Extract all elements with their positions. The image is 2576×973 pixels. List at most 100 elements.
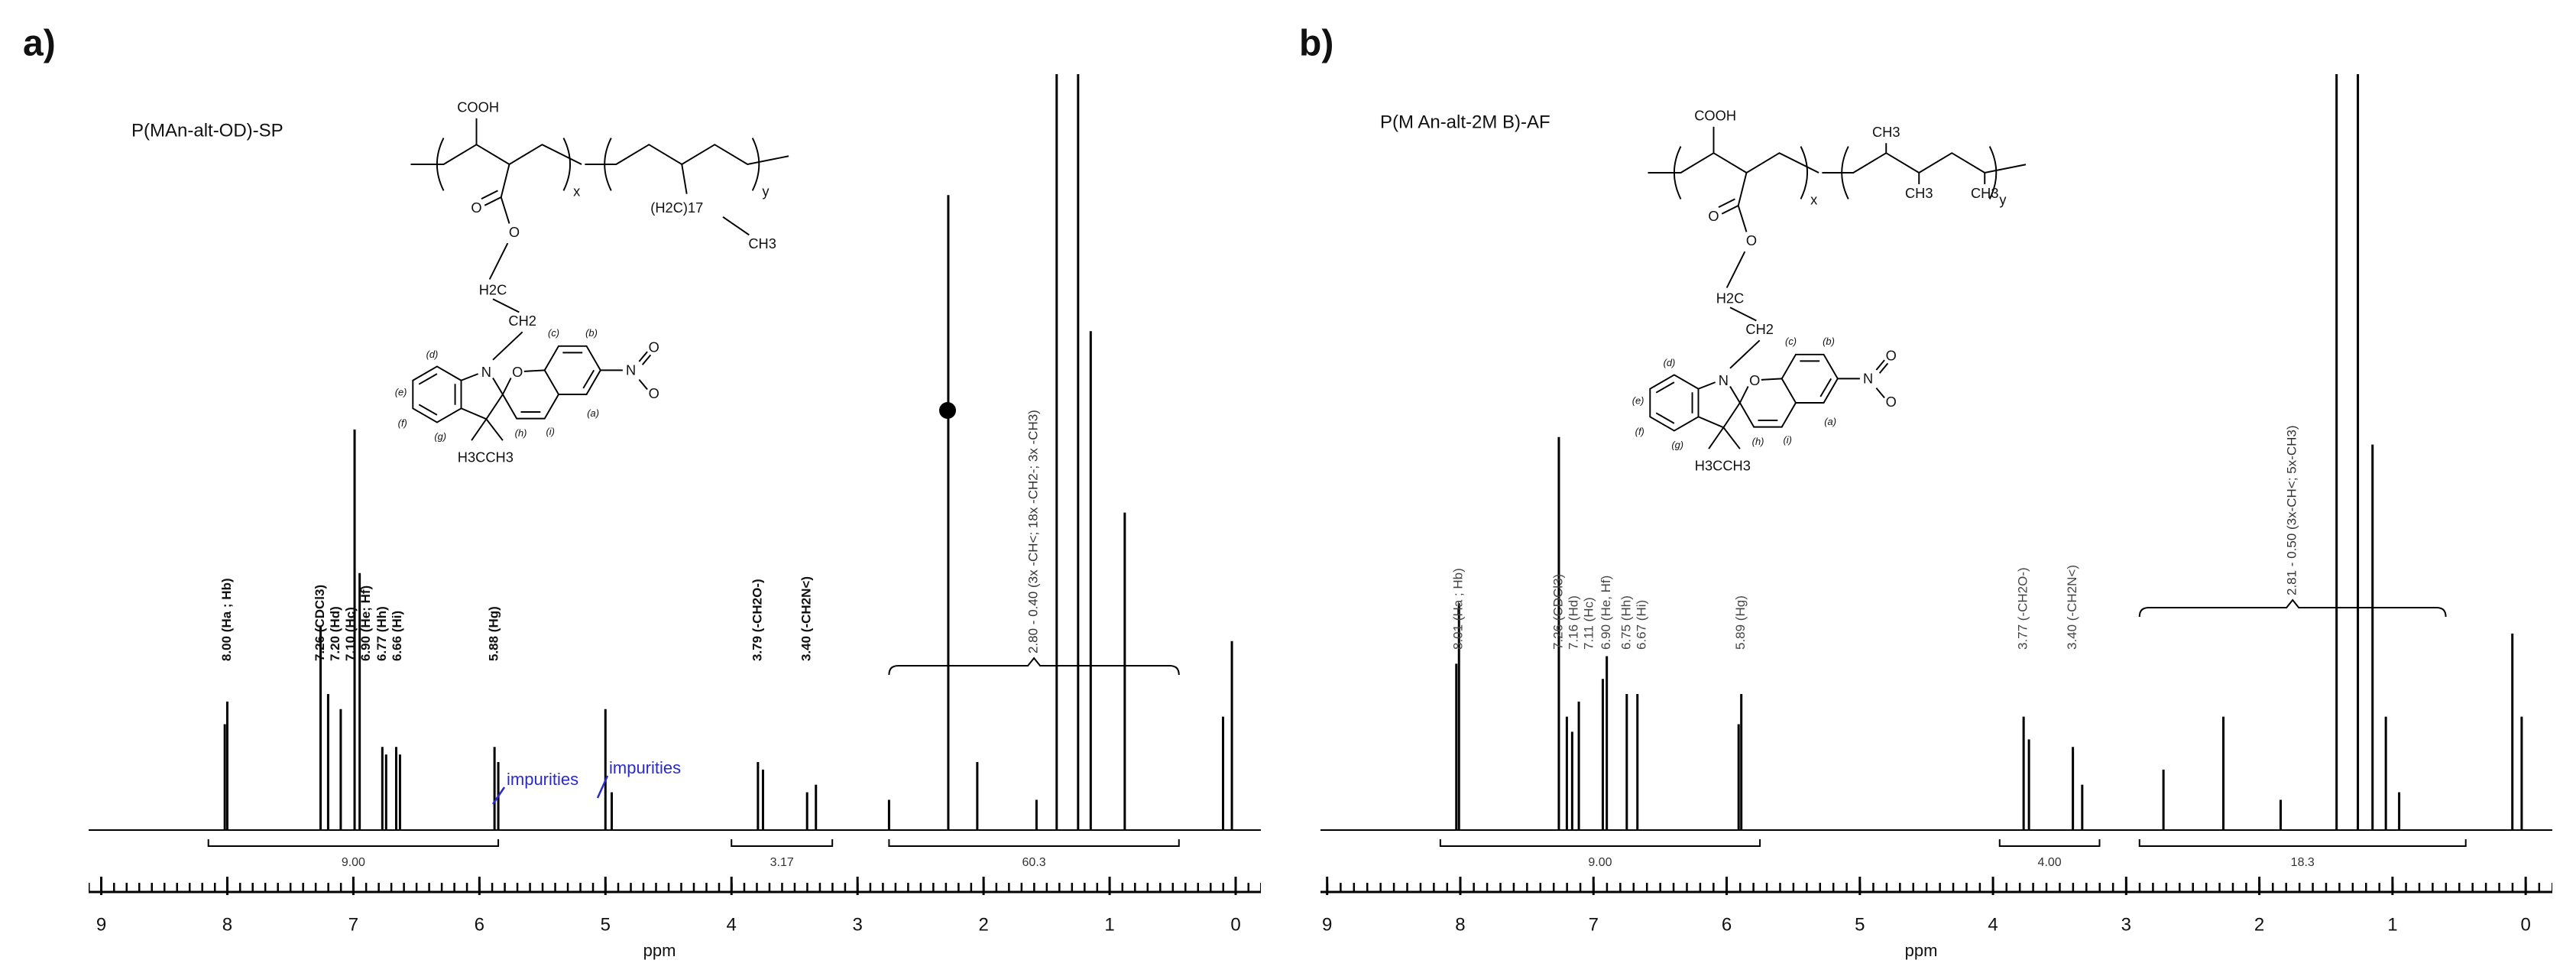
region-bracket: [888, 657, 1180, 676]
x-tick-label: 1: [1104, 914, 1114, 935]
spectrum-panel: a) P(MAn-alt-OD)-SP 9 8 7 6 5 4 3 2 1 0 ppm 8.00 (Ha …: [23, 24, 1261, 960]
peak-label: 5.89 (Hg): [1733, 595, 1748, 650]
structure-label: CH3: [748, 235, 776, 251]
integral-bracket: [207, 839, 500, 847]
structure-label: (f): [1635, 426, 1644, 437]
structure-label: y: [762, 183, 770, 199]
x-tick-label: 3: [2121, 914, 2131, 935]
x-tick-label: 4: [1988, 914, 1998, 935]
x-axis-label: ppm: [643, 941, 676, 960]
integral-label: 3.17: [770, 856, 794, 869]
x-tick-label: 8: [222, 914, 232, 935]
structure-label: (H2C)17: [650, 199, 703, 216]
peak-label: 5.88 (Hg): [487, 606, 501, 661]
x-tick-label: 5: [1855, 914, 1865, 935]
spectrum-panel: b) P(M An-alt-2M B)-AF 9 8 7 6 5 4 3 2 1 0 ppm 8.01 (…: [1299, 24, 2552, 960]
x-tick-label: 4: [727, 914, 737, 935]
structure-label: H3C: [1695, 458, 1723, 474]
structure-label: (c): [548, 327, 559, 339]
structure-label: (e): [1632, 394, 1644, 406]
x-tick-label: 9: [1322, 914, 1332, 935]
x-tick-label: 3: [852, 914, 862, 935]
polymer-name: P(MAn-alt-OD)-SP: [131, 120, 284, 141]
integral-label: 9.00: [1588, 856, 1612, 869]
structure-label: (d): [1664, 357, 1676, 368]
peak-label: 7.16 (Hd): [1566, 595, 1580, 650]
peak-label: 7.26 (CDCl3): [313, 585, 327, 661]
integral-label: 9.00: [342, 856, 365, 869]
region-label: 2.81 - 0.50 (3x-CH<; 5x-CH3): [2285, 426, 2299, 596]
peak-label: 6.90 (He; Hf): [358, 585, 373, 661]
structure-label: (g): [434, 430, 446, 442]
integral-label: 60.3: [1022, 856, 1046, 869]
region-bracket: [2138, 598, 2447, 618]
structure-label: (e): [395, 386, 407, 397]
peak-label: 8.01 (Ha ; Hb): [1451, 568, 1466, 650]
x-axis-label: ppm: [1905, 941, 1938, 960]
panel-label: b): [1299, 24, 1333, 64]
structure-label: CH2: [1745, 321, 1774, 337]
x-tick-label: 9: [96, 914, 106, 935]
structure-label: O: [471, 199, 481, 216]
integral-bracket: [2138, 839, 2467, 847]
structure-label: (d): [426, 349, 439, 360]
x-tick-label: 1: [2387, 914, 2397, 935]
structure-drawing: [1647, 125, 2027, 450]
peak-label: 7.26 (CDCl3): [1550, 574, 1565, 650]
structure-label: N: [481, 364, 491, 380]
structure-label: CH3: [1872, 124, 1900, 140]
x-tick-label: 7: [348, 914, 358, 935]
structure-label: COOH: [1694, 108, 1736, 124]
integral-bracket: [888, 839, 1180, 847]
peak-label: 6.77 (Hh): [374, 606, 389, 661]
annotation: impurities: [609, 758, 681, 777]
structure-label: O: [1886, 348, 1897, 364]
structure-label: (h): [1752, 436, 1764, 447]
structure-label: CH3: [1722, 458, 1751, 474]
structure-label: (a): [1824, 416, 1836, 427]
structure-drawing: [410, 117, 789, 442]
peak-label: 6.90 (He, Hf): [1599, 576, 1613, 650]
x-tick-label: 6: [475, 914, 484, 935]
structure-label: (g): [1671, 439, 1683, 450]
structure-label: CH3: [1905, 185, 1933, 201]
structure-label: y: [1999, 191, 2007, 207]
structure-label: O: [649, 339, 659, 355]
minor-ticks: [89, 883, 1261, 892]
annotation-arrow: [491, 787, 506, 805]
structure-label: x: [573, 183, 580, 199]
peak-label: 7.11 (Hc): [1581, 597, 1596, 650]
structure-label: (c): [1785, 336, 1797, 347]
x-tick-label: 2: [978, 914, 988, 935]
structure-label: O: [512, 364, 523, 380]
structure-label: CH3: [1971, 185, 1999, 201]
structure-label: H2C: [1716, 290, 1745, 306]
structure-label: CH2: [508, 313, 536, 329]
structure-label: O: [1746, 232, 1757, 248]
peak-label: 6.66 (Hi): [390, 611, 404, 661]
x-tick-label: 0: [2520, 914, 2530, 935]
peak-label: 3.77 (-CH2O-): [2016, 567, 2030, 650]
peak-label: 3.40 (-CH2N<): [2065, 565, 2079, 650]
peak-label: 8.00 (Ha ; Hb): [219, 578, 234, 661]
structure-label: O: [509, 224, 520, 240]
x-tick-label: 6: [1722, 914, 1732, 935]
structure-label: (h): [515, 427, 527, 439]
region-label: 2.80 - 0.40 (3x -CH<; 18x -CH2-; 3x -CH3…: [1026, 410, 1041, 654]
structure-label: (i): [1784, 434, 1792, 446]
x-tick-label: 5: [601, 914, 611, 935]
x-tick-label: 8: [1455, 914, 1465, 935]
peak-label: 3.40 (-CH2N<): [799, 576, 814, 661]
x-tick-label: 7: [1589, 914, 1599, 935]
structure-label: (a): [587, 407, 599, 419]
peak-label: 7.20 (Hd): [328, 606, 342, 661]
polymer-name: P(M An-alt-2M B)-AF: [1380, 112, 1550, 132]
structure-label: CH3: [485, 449, 514, 465]
peak-label: 6.75 (Hh): [1619, 595, 1633, 650]
integral-label: 4.00: [2038, 856, 2062, 869]
side-chain: [681, 164, 750, 236]
structure-label: H3C: [458, 449, 486, 465]
